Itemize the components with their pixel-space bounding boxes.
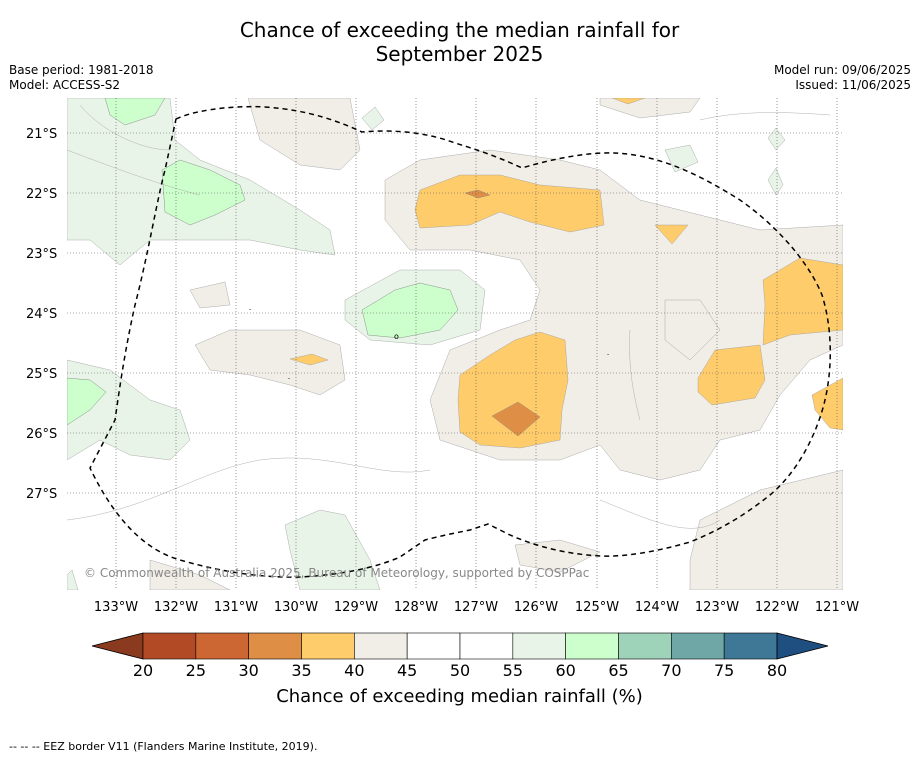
lon-label: 130°W — [274, 600, 318, 615]
base-period: Base period: 1981-2018 — [9, 63, 154, 77]
colorbar-cell — [565, 632, 619, 660]
colorbar-tick-label: 40 — [344, 661, 364, 680]
colorbar-under-arrow — [91, 632, 144, 660]
colorbar-label: Chance of exceeding median rainfall (%) — [276, 686, 643, 707]
issued-date: Issued: 11/06/2025 — [795, 78, 911, 92]
map-title: Chance of exceeding the median rainfall … — [0, 18, 919, 66]
colorbar-cell — [195, 632, 249, 660]
lat-label: 26°S — [26, 427, 57, 442]
lon-label: 123°W — [695, 600, 739, 615]
latitude-labels: 21°S 22°S 23°S 24°S 25°S 26°S 27°S — [26, 127, 57, 502]
contour-label: o — [394, 332, 399, 341]
colorbar: 20 25 30 35 40 45 50 55 60 65 70 75 80 — [91, 632, 829, 680]
colorbar-cell — [671, 632, 725, 660]
lat-label: 25°S — [26, 367, 57, 382]
colorbar-cell — [354, 632, 408, 660]
colorbar-cell — [142, 632, 197, 660]
colorbar-tick-label: 30 — [238, 661, 258, 680]
colorbar-tick-label: 35 — [291, 661, 311, 680]
colorbar-cell — [512, 632, 566, 660]
lon-label: 126°W — [514, 600, 558, 615]
colorbar-tick-label: 80 — [767, 661, 787, 680]
model-run: Model run: 09/06/2025 — [773, 63, 911, 77]
lat-label: 21°S — [26, 127, 57, 142]
colorbar-over-arrow — [776, 632, 829, 660]
meta-left: Base period: 1981-2018 Model: ACCESS-S2 — [9, 63, 154, 93]
lat-label: 22°S — [26, 187, 57, 202]
lon-label: 122°W — [755, 600, 799, 615]
lon-label: 133°W — [94, 600, 138, 615]
colorbar-tick-label: 25 — [186, 661, 206, 680]
meta-right: Model run: 09/06/2025 Issued: 11/06/2025 — [774, 63, 911, 93]
lon-label: 131°W — [214, 600, 258, 615]
copyright-notice: © Commonwealth of Australia 2025, Bureau… — [84, 566, 589, 580]
lon-label: 129°W — [334, 600, 378, 615]
colorbar-tick-label: 75 — [714, 661, 734, 680]
longitude-labels: 133°W 132°W 131°W 130°W 129°W 128°W 127°… — [94, 600, 859, 615]
lat-label: 23°S — [26, 247, 57, 262]
lon-label: 121°W — [815, 600, 859, 615]
colorbar-cell — [723, 632, 778, 660]
band-30-35 — [464, 189, 541, 437]
colorbar-cell — [248, 632, 302, 660]
band-60-65 — [67, 98, 459, 426]
contour-label: - — [249, 306, 251, 313]
lon-label: 125°W — [575, 600, 619, 615]
colorbar-cell — [301, 632, 355, 660]
contour-label: - — [607, 351, 609, 358]
lon-label: 128°W — [394, 600, 438, 615]
eez-footer-note: -- -- -- EEZ border V11 (Flanders Marine… — [9, 740, 318, 753]
lon-label: 124°W — [635, 600, 679, 615]
lat-label: 24°S — [26, 307, 57, 322]
colorbar-cell — [459, 632, 514, 660]
colorbar-tick-label: 50 — [450, 661, 470, 680]
colorbar-tick-label: 55 — [503, 661, 523, 680]
contour-label: - — [288, 375, 290, 382]
band-35-40 — [289, 98, 843, 449]
contour-lines — [67, 104, 831, 529]
probability-field: o - - - © Commonwealth of Australia 2025… — [67, 98, 843, 590]
colorbar-cell — [618, 632, 672, 660]
colorbar-tick-label: 60 — [555, 661, 575, 680]
colorbar-cell — [406, 632, 461, 660]
model-name: Model: ACCESS-S2 — [9, 78, 121, 92]
lat-label: 27°S — [26, 487, 57, 502]
colorbar-tick-label: 45 — [397, 661, 417, 680]
lon-label: 132°W — [154, 600, 198, 615]
graticule — [67, 98, 843, 590]
lon-label: 127°W — [454, 600, 498, 615]
title-line-1: Chance of exceeding the median rainfall … — [239, 18, 680, 42]
eez-border — [89, 105, 832, 578]
colorbar-tick-label: 70 — [661, 661, 681, 680]
colorbar-tick-label: 65 — [608, 661, 628, 680]
title-line-2: September 2025 — [375, 42, 544, 66]
colorbar-tick-label: 20 — [133, 661, 153, 680]
